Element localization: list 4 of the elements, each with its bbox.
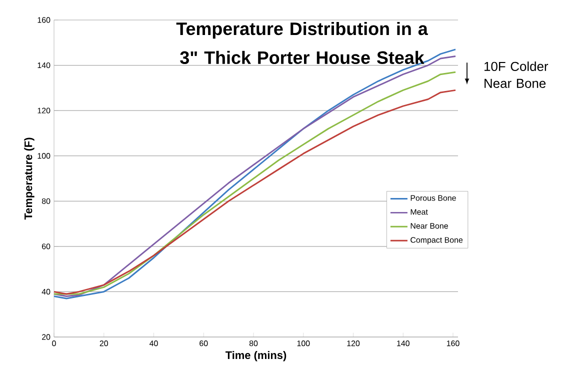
text: Temperature Distribution in a 3" Thick Porter House Steak (176, 22, 428, 64)
x-axis-title: Time (mins) (225, 351, 286, 362)
text: 10F Colder Near Bone (484, 62, 548, 88)
y-axis-title: Temperature (F) (24, 138, 34, 220)
